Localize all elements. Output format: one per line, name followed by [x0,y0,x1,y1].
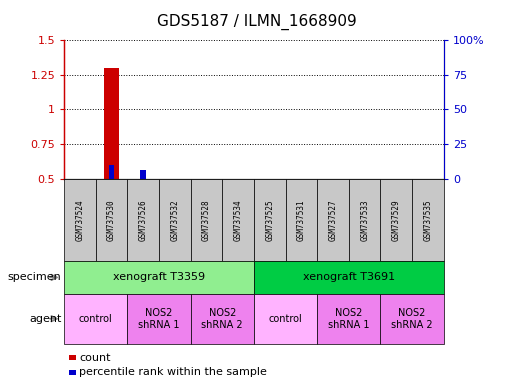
Text: GSM737534: GSM737534 [233,199,243,241]
Text: GSM737528: GSM737528 [202,199,211,241]
Bar [104,68,120,179]
Text: specimen: specimen [8,272,62,283]
Bar [109,165,114,179]
Text: GSM737529: GSM737529 [392,199,401,241]
Text: GSM737524: GSM737524 [75,199,85,241]
Text: GSM737535: GSM737535 [423,199,432,241]
Text: count: count [79,353,110,363]
Text: agent: agent [29,314,62,324]
Text: GSM737526: GSM737526 [139,199,148,241]
Text: control: control [269,314,303,324]
Text: GSM737532: GSM737532 [170,199,180,241]
Text: control: control [79,314,113,324]
Text: GDS5187 / ILMN_1668909: GDS5187 / ILMN_1668909 [156,13,357,30]
Text: xenograft T3691: xenograft T3691 [303,272,395,283]
Text: NOS2
shRNA 2: NOS2 shRNA 2 [391,308,433,330]
Text: NOS2
shRNA 2: NOS2 shRNA 2 [202,308,243,330]
Text: xenograft T3359: xenograft T3359 [113,272,205,283]
Bar [141,170,146,179]
Text: GSM737531: GSM737531 [297,199,306,241]
Text: GSM737525: GSM737525 [265,199,274,241]
Text: percentile rank within the sample: percentile rank within the sample [79,367,267,377]
Text: NOS2
shRNA 1: NOS2 shRNA 1 [328,308,369,330]
Text: GSM737530: GSM737530 [107,199,116,241]
Text: NOS2
shRNA 1: NOS2 shRNA 1 [139,308,180,330]
Text: GSM737527: GSM737527 [328,199,338,241]
Text: GSM737533: GSM737533 [360,199,369,241]
